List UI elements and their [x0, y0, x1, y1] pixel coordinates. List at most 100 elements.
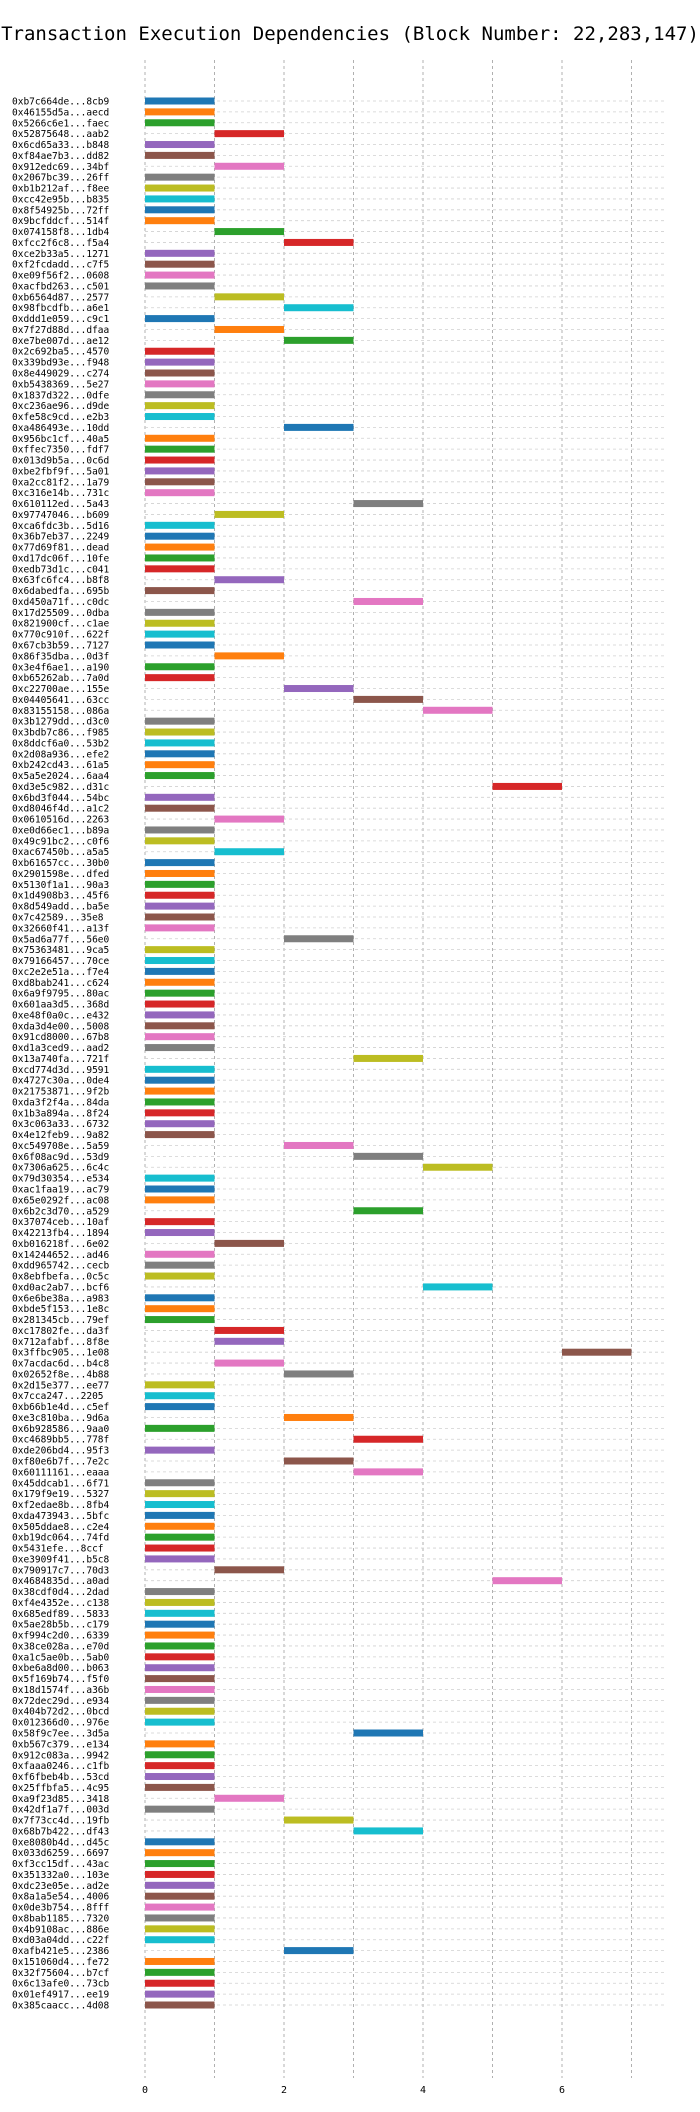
transaction-label: 0x3b1279dd...d3c0: [12, 717, 110, 728]
transaction-bar: [145, 1098, 215, 1106]
transaction-label: 0xf6fbeb4b...53cd: [12, 1772, 109, 1783]
transaction-label: 0xfaaa0246...c1fb: [12, 1761, 110, 1772]
transaction-label: 0xfcc2f6c8...f5a4: [12, 238, 110, 249]
transaction-label: 0x8e449029...c274: [12, 369, 110, 380]
transaction-label: 0x3c063a33...6732: [12, 1119, 109, 1130]
transaction-bar: [214, 1359, 284, 1367]
transaction-label: 0xcd774d3d...9591: [12, 1065, 110, 1076]
transaction-bar: [145, 761, 215, 769]
transaction-label: 0x0de3b754...8fff: [12, 1903, 109, 1914]
transaction-label: 0xca6fdc3b...5d16: [12, 521, 110, 532]
transaction-bar: [145, 1044, 215, 1052]
transaction-label: 0x7acdac6d...b4c8: [12, 1359, 110, 1370]
transaction-label: 0x79d30354...e534: [12, 1174, 110, 1185]
transaction-bar: [145, 260, 215, 268]
transaction-bar: [145, 1936, 215, 1944]
transaction-label: 0x8bab1185...7320: [12, 1913, 110, 1924]
transaction-bar: [145, 1533, 215, 1541]
transaction-label: 0x32f75604...b7cf: [12, 1968, 109, 1979]
transaction-label: 0x72dec29d...e934: [12, 1696, 110, 1707]
transaction-bar: [145, 369, 215, 377]
transaction-bar: [145, 1490, 215, 1498]
transaction-label: 0x91cd8000...67b8: [12, 1032, 110, 1043]
transaction-bar: [145, 1479, 215, 1487]
transaction-label: 0xce2b33a5...1271: [12, 249, 110, 260]
transaction-label: 0xbe2fbf9f...5a01: [12, 466, 110, 477]
transaction-label: 0x32660f41...a13f: [12, 923, 109, 934]
transaction-bar: [353, 1152, 423, 1160]
transaction-bar: [214, 652, 284, 660]
transaction-bar: [145, 2001, 215, 2009]
transaction-label: 0x074158f8...1db4: [12, 227, 110, 238]
transaction-bar: [145, 1065, 215, 1073]
transaction-label: 0x38ce028a...e70d: [12, 1641, 109, 1652]
transaction-bar: [145, 467, 215, 475]
transaction-bar: [145, 1272, 215, 1280]
transaction-label: 0x8d549add...ba5e: [12, 902, 110, 913]
transaction-bar: [145, 1870, 215, 1878]
transaction-bar: [145, 119, 215, 127]
transaction-label: 0xedb73d1c...c041: [12, 564, 110, 575]
transaction-label: 0xe8080b4d...d45c: [12, 1837, 109, 1848]
transaction-label: 0x79166457...70ce: [12, 956, 110, 967]
transaction-label: 0x46155d5a...aecd: [12, 107, 109, 118]
transaction-label: 0x83155158...086a: [12, 706, 109, 717]
transaction-label: 0xdd965742...cecb: [12, 1261, 110, 1272]
transaction-label: 0x60111161...eaaa: [12, 1467, 109, 1478]
transaction-bar: [145, 967, 215, 975]
transaction-label: 0x36b7eb37...2249: [12, 532, 110, 543]
transaction-bar: [145, 413, 215, 421]
transaction-label: 0xc2e2e51a...f7e4: [12, 967, 110, 978]
transaction-bar: [145, 989, 215, 997]
transaction-bar: [145, 1925, 215, 1933]
transaction-bar: [145, 587, 215, 595]
transaction-label: 0x2901598e...dfed: [12, 869, 109, 880]
transaction-label: 0x2d08a936...efe2: [12, 749, 109, 760]
transaction-label: 0x42df1a7f...003d: [12, 1805, 109, 1816]
transaction-label: 0x7306a625...6c4c: [12, 1163, 109, 1174]
transaction-label: 0x505ddae8...c2e4: [12, 1522, 110, 1533]
transaction-label: 0x9bcfddcf...514f: [12, 216, 109, 227]
transaction-label: 0x351332a0...103e: [12, 1870, 110, 1881]
transaction-label: 0xe0d66ec1...b89a: [12, 825, 109, 836]
transaction-bar: [562, 1348, 632, 1356]
transaction-bar: [145, 880, 215, 888]
transaction-label: 0x6dabedfa...695b: [12, 586, 110, 597]
transaction-label: 0xb567c379...e134: [12, 1739, 110, 1750]
transaction-bar: [145, 1033, 215, 1041]
transaction-bar: [145, 1860, 215, 1868]
x-tick-label: 4: [420, 2085, 426, 2096]
transaction-bar: [145, 1642, 215, 1650]
transaction-label: 0xa1c5ae0b...5ab0: [12, 1652, 110, 1663]
transaction-label: 0xc4689bb5...778f: [12, 1435, 109, 1446]
x-tick-label: 6: [559, 2085, 565, 2096]
transaction-label: 0xdc23e05e...ad2e: [12, 1881, 110, 1892]
transaction-bar: [145, 1544, 215, 1552]
transaction-bar: [492, 1577, 562, 1585]
transaction-bar: [145, 739, 215, 747]
transaction-bar: [145, 1381, 215, 1389]
transaction-bar: [145, 1957, 215, 1965]
transaction-bar: [145, 772, 215, 780]
transaction-bar: [145, 173, 215, 181]
transaction-bar: [145, 1914, 215, 1922]
transaction-label: 0xffec7350...fdf7: [12, 445, 109, 456]
transaction-label: 0x5130f1a1...90a3: [12, 880, 109, 891]
transaction-bar: [145, 347, 215, 355]
transaction-label: 0x52875648...aab2: [12, 129, 109, 140]
transaction-bar: [214, 1337, 284, 1345]
transaction-bar: [145, 1522, 215, 1530]
transaction-label: 0x790917c7...70d3: [12, 1565, 109, 1576]
transaction-bar: [284, 1370, 354, 1378]
transaction-bar: [284, 1141, 354, 1149]
transaction-label: 0xbe6a8d00...b063: [12, 1663, 109, 1674]
transaction-label: 0x6f08ac9d...53d9: [12, 1152, 110, 1163]
transaction-label: 0xd17dc06f...10fe: [12, 553, 110, 564]
transaction-label: 0xafb421e5...2386: [12, 1946, 110, 1957]
transaction-bar: [145, 902, 215, 910]
transaction-bar: [145, 1196, 215, 1204]
transaction-bar: [353, 1054, 423, 1062]
transaction-bar: [145, 1653, 215, 1661]
transaction-bar: [145, 282, 215, 290]
transaction-label: 0xf80e6b7f...7e2c: [12, 1457, 109, 1468]
